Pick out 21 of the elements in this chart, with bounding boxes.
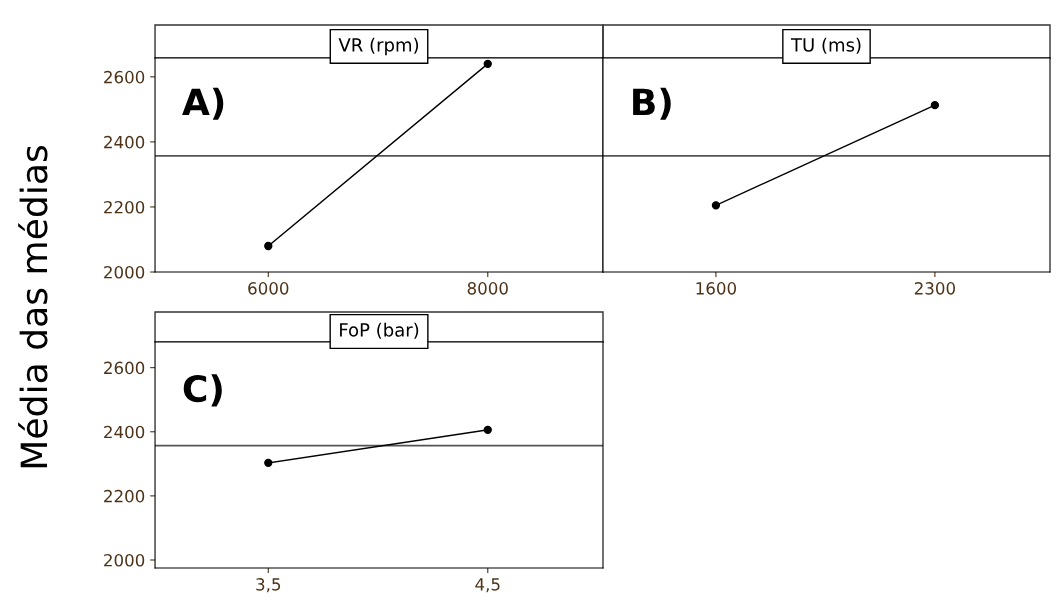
annotation: C) [183,374,222,407]
y-tick-label: 2000 [104,265,145,279]
y-tick-label: 2400 [104,135,145,149]
x-tick-label: 6000 [248,282,289,295]
y-tick-label: 2600 [104,70,145,84]
x-tick-label: 2300 [914,282,955,295]
y-tick-label: 2200 [104,489,145,503]
chart-title: TU (ms) [790,37,861,54]
y-tick-label: 2400 [104,425,145,439]
y-axis-title: Média das médias [18,145,48,468]
x-tick-label: 4,5 [475,578,500,593]
x-tick-label: 3,5 [256,578,281,593]
y-tick-label: 2600 [104,361,145,375]
chart-title: VR (rpm) [338,37,419,56]
annotation: A) [182,87,224,120]
x-tick-label: 1600 [696,282,737,295]
y-tick-label: 2200 [104,200,145,214]
x-tick-label: 8000 [467,282,508,295]
annotation: B) [633,87,671,120]
chart-title: FoP (bar) [340,322,419,339]
y-tick-label: 2000 [104,553,145,567]
